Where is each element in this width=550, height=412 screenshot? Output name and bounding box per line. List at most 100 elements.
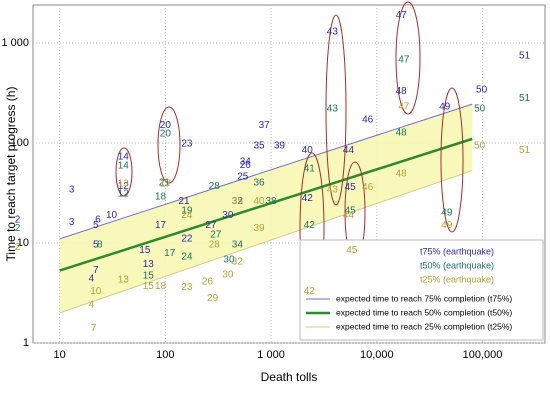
point-label: 5 — [93, 239, 99, 250]
point-label: 50 — [474, 103, 486, 114]
point-label: 51 — [519, 51, 531, 62]
point-label: 12 — [118, 181, 130, 192]
point-label: 48 — [396, 169, 408, 180]
point-label: 2 — [15, 215, 21, 226]
point-label: 17 — [164, 248, 176, 259]
point-label: 2 — [15, 242, 21, 253]
point-label: 3 — [69, 185, 75, 196]
point-label: 46 — [362, 115, 374, 126]
point-label: 43 — [327, 185, 339, 196]
point-label: 10 — [90, 286, 102, 297]
point-label: 5 — [93, 220, 99, 231]
legend-label: expected time to reach 25% completion (t… — [336, 321, 512, 331]
point-label: 13 — [118, 179, 130, 190]
point-label: 43 — [327, 103, 339, 114]
point-label: 28 — [209, 181, 221, 192]
point-label: 45 — [345, 205, 357, 216]
ellipse — [115, 147, 133, 197]
point-label: 21 — [159, 177, 171, 188]
ellipse — [325, 14, 347, 206]
point-label: 29 — [207, 293, 219, 304]
ellipse — [157, 106, 181, 184]
x-tick-label: 100,000 — [463, 349, 503, 361]
point-label: 32 — [232, 256, 244, 267]
point-label: 26 — [240, 160, 252, 171]
point-label: 27 — [210, 230, 222, 241]
point-label: 19 — [181, 205, 193, 216]
x-axis-title: Death tolls — [261, 370, 318, 384]
point-label: 17 — [155, 220, 167, 231]
point-label: 15 — [143, 281, 155, 292]
point-label: 44 — [343, 210, 355, 221]
point-label: 34 — [232, 239, 244, 250]
legend-label: t25% (earthquake) — [420, 274, 494, 284]
point-label: 20 — [160, 120, 172, 131]
legend-label: expected time to reach 75% completion (t… — [336, 293, 512, 303]
point-label: 30 — [223, 254, 235, 265]
x-tick-label: 100 — [156, 349, 174, 361]
y-axis-title: Time to reach target progress (h) — [4, 87, 18, 262]
point-label: 47 — [396, 10, 408, 21]
under-layer — [33, 5, 545, 344]
point-label: 46 — [362, 182, 374, 193]
point-label: 39 — [254, 223, 266, 234]
point-label: 25 — [237, 171, 249, 182]
point-label: 45 — [345, 182, 357, 193]
point-label: 14 — [118, 151, 130, 162]
point-label: 26 — [202, 276, 214, 287]
point-label: 24 — [181, 251, 193, 262]
y-tick-label: 10 — [17, 237, 29, 249]
point-label: 50 — [476, 85, 488, 96]
point-label: 44 — [343, 145, 355, 156]
point-label: 45 — [346, 245, 358, 256]
x-tick-label: 1 000 — [257, 349, 285, 361]
point-label: 14 — [118, 161, 130, 172]
point-label: 47 — [398, 101, 410, 112]
point-label: 23 — [181, 282, 193, 293]
point-label: 50 — [474, 140, 486, 151]
point-label: 51 — [519, 93, 531, 104]
point-label: 39 — [274, 140, 286, 151]
point-label: 27 — [205, 220, 217, 231]
point-label: 43 — [327, 26, 339, 37]
point-label: 42 — [302, 193, 314, 204]
confidence-band — [59, 104, 473, 313]
legend-box — [299, 239, 544, 341]
point-label: 2 — [15, 223, 21, 234]
point-label: 28 — [209, 239, 221, 250]
point-label: 35 — [254, 140, 266, 151]
point-label: 22 — [181, 234, 193, 245]
point-label: 48 — [396, 86, 408, 97]
trend-line — [59, 170, 473, 314]
point-label: 49 — [441, 220, 453, 231]
point-label: 13 — [143, 259, 155, 270]
point-label: 21 — [178, 196, 190, 207]
point-label: 35 — [232, 196, 244, 207]
point-label: 4 — [89, 273, 95, 284]
legend-label: expected time to reach 50% completion (t… — [336, 307, 512, 317]
ellipse — [440, 87, 464, 233]
point-label: 48 — [396, 128, 408, 139]
point-label: 12 — [118, 189, 130, 200]
y-tick-label: 1 — [23, 337, 29, 349]
ellipse — [395, 1, 421, 115]
point-label: 30 — [222, 210, 234, 221]
point-label: 8 — [97, 239, 103, 250]
legend-label: t50% (earthquake) — [420, 260, 494, 270]
point-label: 36 — [254, 177, 266, 188]
point-label: 4 — [89, 300, 95, 311]
point-label: 49 — [441, 208, 453, 219]
point-label: 37 — [259, 120, 271, 131]
point-label: 40 — [302, 145, 314, 156]
point-label: 23 — [181, 139, 193, 150]
point-label: 30 — [222, 270, 234, 281]
point-label: 7 — [91, 323, 97, 334]
point-label: 34 — [240, 156, 252, 167]
legend-label: t75% (earthquake) — [420, 246, 494, 256]
point-label: 10 — [106, 210, 118, 221]
trend-line — [59, 103, 473, 240]
x-tick-label: 10 — [53, 349, 65, 361]
point-label: 24 — [181, 210, 193, 221]
point-label: 3 — [69, 217, 75, 228]
